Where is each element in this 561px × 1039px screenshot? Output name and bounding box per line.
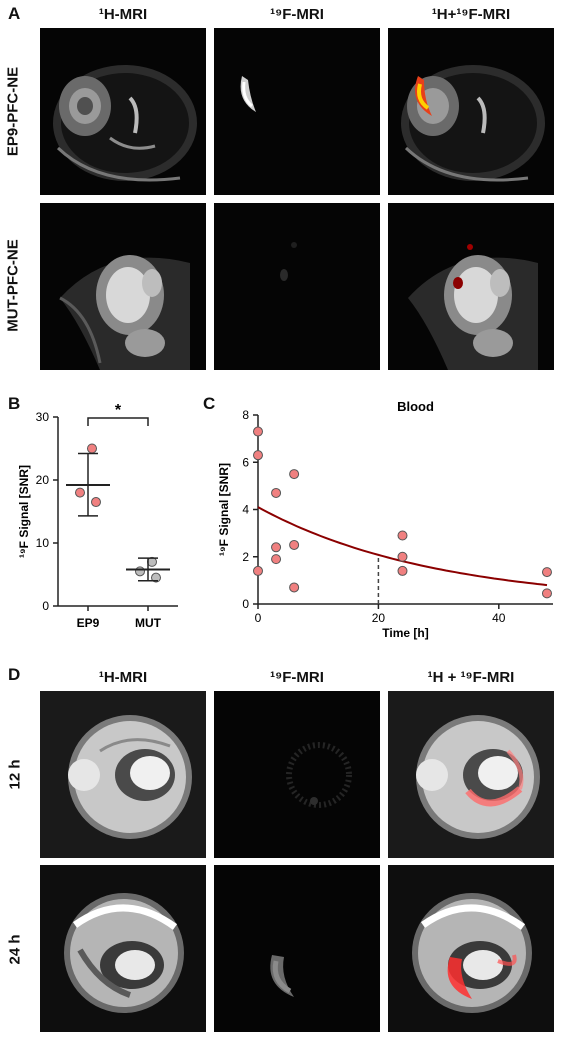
data-point	[289, 539, 300, 550]
data-point	[541, 588, 552, 599]
panel-d-row-2: 24 h	[6, 934, 24, 965]
mri-24h-1h-image	[40, 865, 206, 1032]
mri-ep9-overlay-image	[388, 28, 554, 195]
data-point	[253, 426, 263, 437]
data-point	[253, 450, 263, 461]
data-point	[289, 469, 300, 480]
significance-marker: *	[115, 402, 122, 419]
data-point	[151, 572, 161, 583]
panel-a-col-3: ¹H+¹⁹F-MRI	[431, 6, 511, 23]
mri-mut-1h-image	[40, 203, 206, 370]
y-tick-label: 20	[36, 473, 50, 487]
y-tick-label: 30	[36, 410, 50, 424]
y-tick-label: 0	[42, 599, 49, 613]
chart-title: Blood	[397, 400, 434, 414]
mri-mut-19f-image	[214, 203, 380, 370]
significance-bracket	[87, 417, 149, 426]
mri-24h-overlay-image	[388, 865, 554, 1032]
data-point	[397, 565, 408, 576]
mri-12h-19f-image	[214, 691, 380, 858]
mri-mut-overlay-image	[388, 203, 554, 370]
panel-d-col-1: ¹H-MRI	[98, 669, 148, 686]
data-point	[271, 487, 282, 498]
data-point	[271, 542, 282, 553]
mri-24h-19f-image	[214, 865, 380, 1032]
mri-12h-1h-image	[40, 691, 206, 858]
x-axis-label: Time [h]	[382, 626, 428, 640]
mri-ep9-19f-image	[214, 28, 380, 195]
panel-a-letter: A	[8, 4, 21, 23]
data-point	[253, 565, 263, 576]
panel-a-row-2: MUT-PFC-NE	[4, 239, 22, 332]
chart-b: 0 10 20 30 EP9 MUT ¹⁹F Signal [SNR] *	[17, 402, 178, 630]
chart-c: Blood 0 2 4 6 8 0 20 40 Time [h] ¹⁹F Signal [SNR]	[217, 400, 553, 640]
panel-c-letter: C	[203, 394, 216, 413]
data-point	[75, 487, 85, 498]
y-tick-label: 10	[36, 536, 50, 550]
data-point	[271, 554, 282, 565]
x-tick-label: 20	[372, 611, 386, 625]
y-axis-label: ¹⁹F Signal [SNR]	[17, 465, 31, 558]
panel-b-letter: B	[8, 394, 21, 413]
y-tick-label: 0	[242, 597, 249, 611]
panel-a-row-1: EP9-PFC-NE	[4, 66, 22, 157]
panel-d-col-3: ¹H + ¹⁹F-MRI	[427, 669, 515, 686]
data-point	[87, 443, 97, 454]
data-point	[397, 551, 408, 562]
panel-a-col-1: ¹H-MRI	[98, 6, 148, 23]
mri-ep9-1h-image	[40, 28, 206, 195]
data-point	[397, 530, 408, 541]
mri-12h-overlay-image	[388, 691, 554, 858]
y-tick-label: 4	[242, 503, 249, 517]
x-tick-label: EP9	[77, 616, 100, 630]
panel-d-row-1: 12 h	[6, 759, 24, 790]
y-tick-label: 6	[242, 455, 249, 469]
data-point	[91, 497, 101, 508]
panel-d-letter: D	[8, 665, 21, 684]
x-tick-label: 40	[492, 611, 506, 625]
y-tick-label: 2	[242, 550, 249, 564]
panel-d-col-2: ¹⁹F-MRI	[270, 669, 324, 686]
x-tick-label: MUT	[135, 616, 162, 630]
y-axis-label: ¹⁹F Signal [SNR]	[217, 463, 231, 556]
data-point	[135, 566, 145, 577]
data-point	[289, 582, 300, 593]
panel-a-col-2: ¹⁹F-MRI	[270, 6, 324, 23]
data-point	[541, 567, 552, 578]
x-tick-label: 0	[255, 611, 262, 625]
y-tick-label: 8	[242, 408, 249, 422]
